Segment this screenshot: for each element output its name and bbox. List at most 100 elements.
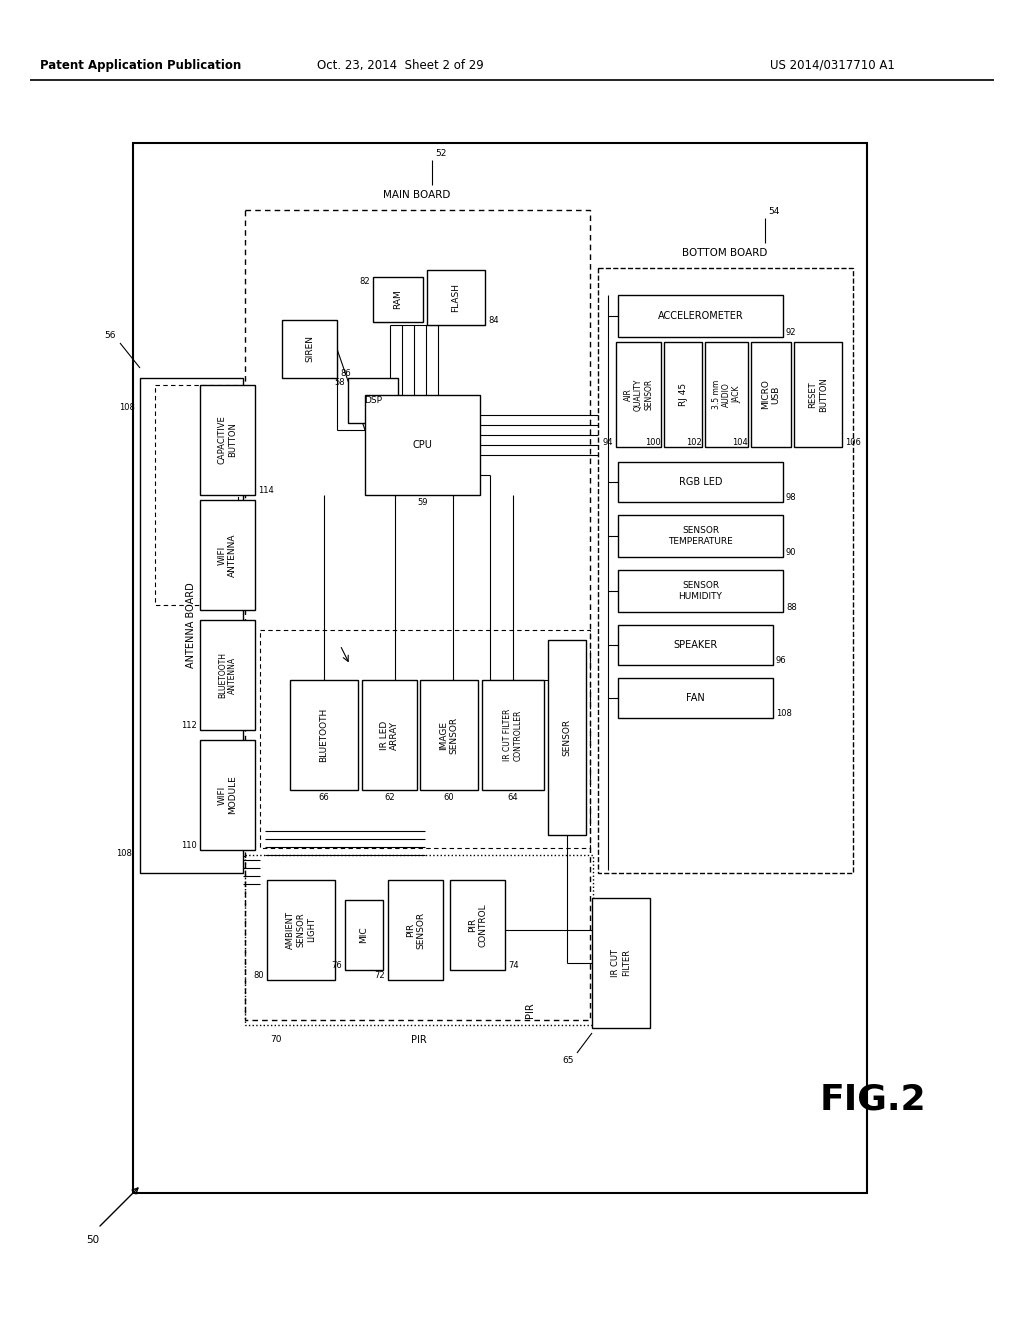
Bar — [450, 880, 505, 970]
Text: DSP: DSP — [364, 396, 382, 405]
Text: IR CUT FILTER
CONTROLLER: IR CUT FILTER CONTROLLER — [504, 709, 522, 762]
Bar — [348, 378, 398, 422]
Text: WIFI
MODULE: WIFI MODULE — [218, 776, 238, 814]
Text: WIFI
ANTENNA: WIFI ANTENNA — [218, 533, 238, 577]
Text: 108: 108 — [119, 404, 135, 412]
Text: 74: 74 — [508, 961, 518, 970]
Text: 66: 66 — [318, 793, 330, 803]
Text: IR CUT
FILTER: IR CUT FILTER — [611, 949, 631, 977]
Bar — [290, 680, 358, 789]
Text: 106: 106 — [845, 438, 861, 447]
Bar — [618, 462, 783, 502]
Text: 102: 102 — [686, 438, 702, 447]
Text: 56: 56 — [104, 331, 116, 341]
Text: CPU: CPU — [413, 440, 432, 450]
Text: Oct. 23, 2014  Sheet 2 of 29: Oct. 23, 2014 Sheet 2 of 29 — [316, 58, 483, 71]
Text: SPEAKER: SPEAKER — [674, 640, 718, 649]
Text: 76: 76 — [331, 961, 342, 970]
Text: US 2014/0317710 A1: US 2014/0317710 A1 — [770, 58, 895, 71]
Text: 112: 112 — [181, 721, 197, 730]
Text: SENSOR: SENSOR — [562, 719, 571, 756]
Text: 52: 52 — [435, 149, 446, 158]
Bar — [388, 880, 443, 979]
Bar — [200, 500, 255, 610]
Bar — [420, 680, 478, 789]
Text: 82: 82 — [359, 277, 370, 286]
Bar — [200, 741, 255, 850]
Bar — [548, 640, 586, 836]
Text: 70: 70 — [270, 1035, 282, 1044]
Text: BOTTOM BOARD: BOTTOM BOARD — [682, 248, 768, 257]
Text: 62: 62 — [384, 793, 395, 803]
Bar — [200, 620, 255, 730]
Bar — [140, 378, 243, 873]
Text: PIR: PIR — [411, 1035, 427, 1045]
Bar — [200, 385, 255, 495]
Text: 108: 108 — [776, 709, 792, 718]
Text: SENSOR
HUMIDITY: SENSOR HUMIDITY — [679, 581, 723, 601]
Text: AIR
QUALITY
SENSOR: AIR QUALITY SENSOR — [624, 379, 653, 411]
Text: PIR
CONTROL: PIR CONTROL — [468, 903, 487, 946]
Text: BLUETOOTH: BLUETOOTH — [319, 708, 329, 762]
Text: 96: 96 — [776, 656, 786, 665]
Text: BLUETOOTH
ANTENNA: BLUETOOTH ANTENNA — [218, 652, 238, 698]
Bar — [618, 624, 773, 665]
Bar — [618, 515, 783, 557]
Text: 108: 108 — [116, 849, 132, 858]
Text: IR LED
ARRAY: IR LED ARRAY — [380, 721, 399, 750]
Text: SENSOR
TEMPERATURE: SENSOR TEMPERATURE — [668, 527, 733, 545]
Bar — [618, 678, 773, 718]
Text: MIC: MIC — [359, 927, 369, 944]
Text: 64: 64 — [508, 793, 518, 803]
Text: RAM: RAM — [393, 289, 402, 309]
Text: 86: 86 — [340, 370, 351, 378]
Text: IMAGE
SENSOR: IMAGE SENSOR — [439, 717, 459, 754]
Bar — [705, 342, 748, 447]
Text: 110: 110 — [181, 841, 197, 850]
Text: RJ 45: RJ 45 — [679, 383, 687, 407]
Bar — [133, 143, 867, 1193]
Text: 114: 114 — [258, 486, 273, 495]
Bar — [751, 342, 791, 447]
Text: ANTENNA BOARD: ANTENNA BOARD — [186, 582, 196, 668]
Bar — [282, 319, 337, 378]
Text: FLASH: FLASH — [452, 282, 461, 312]
Text: 90: 90 — [786, 548, 797, 557]
Text: 54: 54 — [768, 207, 779, 216]
Text: RGB LED: RGB LED — [679, 477, 722, 487]
Text: MICRO
USB: MICRO USB — [761, 380, 780, 409]
Bar — [267, 880, 335, 979]
Text: 58: 58 — [335, 378, 345, 387]
Bar — [260, 630, 590, 847]
Bar — [427, 271, 485, 325]
Text: FAN: FAN — [686, 693, 705, 704]
Bar — [592, 898, 650, 1028]
Bar — [345, 900, 383, 970]
Text: RESET
BUTTON: RESET BUTTON — [808, 378, 827, 412]
Text: 72: 72 — [375, 972, 385, 979]
Bar — [245, 210, 590, 1020]
Text: 65: 65 — [562, 1056, 574, 1065]
Text: 60: 60 — [443, 793, 455, 803]
Text: 80: 80 — [253, 972, 264, 979]
Bar — [616, 342, 662, 447]
Bar — [373, 277, 423, 322]
Text: Patent Application Publication: Patent Application Publication — [40, 58, 242, 71]
Bar — [365, 395, 480, 495]
Bar — [362, 680, 417, 789]
Text: PIR: PIR — [525, 1002, 535, 1018]
Bar — [664, 342, 702, 447]
Bar — [618, 294, 783, 337]
Text: 84: 84 — [488, 315, 499, 325]
Text: 94: 94 — [602, 438, 613, 447]
Text: 92: 92 — [786, 327, 797, 337]
Text: SIREN: SIREN — [305, 335, 314, 363]
Text: ACCELEROMETER: ACCELEROMETER — [657, 312, 743, 321]
Text: 98: 98 — [786, 492, 797, 502]
Bar — [155, 385, 238, 605]
Bar — [794, 342, 842, 447]
Text: FIG.2: FIG.2 — [820, 1082, 927, 1117]
Text: 88: 88 — [786, 603, 797, 612]
Bar — [482, 680, 544, 789]
Bar — [618, 570, 783, 612]
